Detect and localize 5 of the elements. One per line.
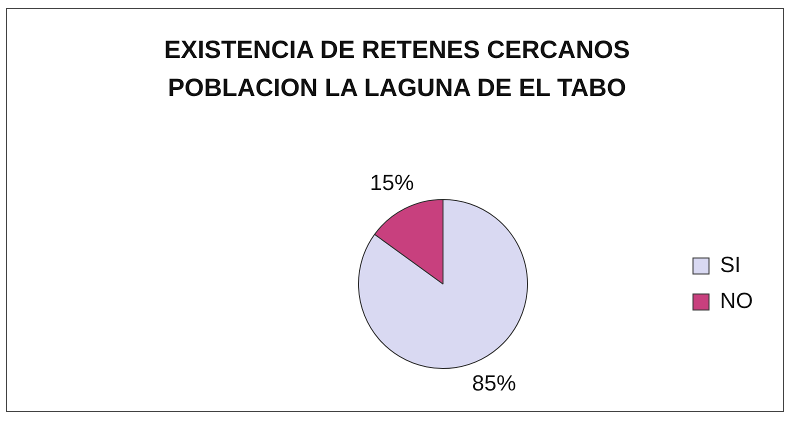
chart-title: EXISTENCIA DE RETENES CERCANOS POBLACION LA LAGUNA DE EL TABO	[163, 35, 631, 104]
legend-label: NO	[720, 288, 753, 314]
legend-label: SI	[720, 252, 741, 278]
data-label: 85%	[472, 370, 516, 396]
data-label: 15%	[370, 170, 414, 195]
